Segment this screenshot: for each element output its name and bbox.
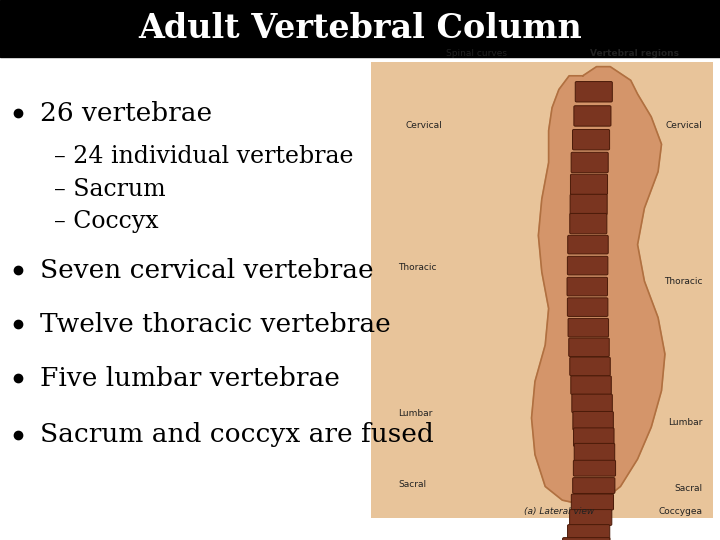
- FancyBboxPatch shape: [570, 194, 607, 215]
- FancyBboxPatch shape: [371, 62, 713, 518]
- FancyBboxPatch shape: [570, 357, 611, 376]
- Text: (a) Lateral view: (a) Lateral view: [523, 507, 594, 516]
- Text: Sacral: Sacral: [675, 484, 703, 493]
- FancyBboxPatch shape: [570, 213, 607, 234]
- FancyBboxPatch shape: [572, 394, 612, 413]
- FancyBboxPatch shape: [572, 477, 615, 494]
- Polygon shape: [531, 66, 665, 505]
- Text: Sacral: Sacral: [398, 480, 426, 489]
- FancyBboxPatch shape: [571, 152, 608, 173]
- Text: Twelve thoracic vertebrae: Twelve thoracic vertebrae: [40, 312, 390, 336]
- FancyBboxPatch shape: [575, 82, 612, 102]
- Text: Sacrum and coccyx are fused: Sacrum and coccyx are fused: [40, 422, 433, 447]
- FancyBboxPatch shape: [571, 376, 611, 394]
- Text: Vertebral regions: Vertebral regions: [590, 49, 679, 58]
- Text: – Coccyx: – Coccyx: [54, 210, 158, 233]
- FancyBboxPatch shape: [567, 298, 608, 316]
- Text: – Sacrum: – Sacrum: [54, 178, 166, 200]
- FancyBboxPatch shape: [568, 319, 608, 337]
- FancyBboxPatch shape: [569, 338, 609, 356]
- FancyBboxPatch shape: [567, 256, 608, 275]
- FancyBboxPatch shape: [572, 130, 610, 150]
- FancyBboxPatch shape: [570, 510, 612, 525]
- Text: Cervical: Cervical: [405, 122, 442, 131]
- FancyBboxPatch shape: [573, 460, 616, 476]
- Text: – 24 individual vertebrae: – 24 individual vertebrae: [54, 145, 354, 168]
- Text: Thoracic: Thoracic: [664, 276, 703, 286]
- Text: Thoracic: Thoracic: [398, 263, 436, 272]
- FancyBboxPatch shape: [0, 0, 720, 57]
- Text: Seven cervical vertebrae: Seven cervical vertebrae: [40, 258, 373, 282]
- FancyBboxPatch shape: [574, 428, 614, 447]
- Text: Coccygea: Coccygea: [659, 507, 703, 516]
- FancyBboxPatch shape: [571, 494, 613, 510]
- FancyBboxPatch shape: [567, 278, 608, 296]
- Text: Cervical: Cervical: [666, 122, 703, 131]
- FancyBboxPatch shape: [573, 411, 613, 430]
- FancyBboxPatch shape: [575, 443, 615, 462]
- FancyBboxPatch shape: [568, 235, 608, 254]
- FancyBboxPatch shape: [574, 106, 611, 126]
- FancyBboxPatch shape: [570, 174, 608, 194]
- Text: Lumbar: Lumbar: [668, 418, 703, 427]
- Text: 26 vertebrae: 26 vertebrae: [40, 101, 212, 126]
- Text: Spinal curves: Spinal curves: [446, 49, 507, 58]
- FancyBboxPatch shape: [562, 538, 610, 540]
- Text: Lumbar: Lumbar: [398, 409, 433, 418]
- Text: Adult Vertebral Column: Adult Vertebral Column: [138, 12, 582, 45]
- FancyBboxPatch shape: [567, 525, 610, 540]
- Text: Five lumbar vertebrae: Five lumbar vertebrae: [40, 366, 339, 390]
